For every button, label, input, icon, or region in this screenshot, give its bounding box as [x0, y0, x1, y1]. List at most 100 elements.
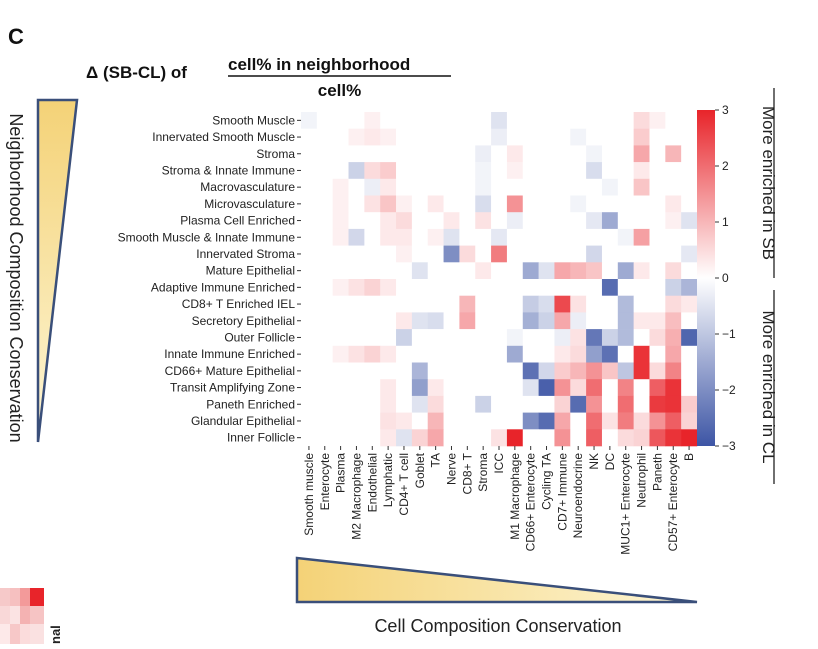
heatmap-cell [601, 245, 619, 263]
heatmap-cell [506, 145, 524, 163]
heatmap-cell [427, 162, 444, 180]
heatmap-cell [332, 345, 349, 363]
heatmap-cell [301, 379, 318, 397]
heatmap-cell [364, 329, 381, 347]
heatmap-cell [380, 128, 397, 146]
heatmap-cell [301, 145, 318, 163]
column-label: Cycling TA [540, 453, 554, 510]
heatmap-cell [380, 228, 397, 246]
heatmap-cell [554, 112, 571, 129]
heatmap-cell [411, 395, 429, 413]
heatmap-cell [364, 162, 381, 180]
heatmap-cell [380, 295, 397, 313]
heatmap-cell [601, 329, 619, 347]
heatmap-cell [617, 145, 634, 163]
heatmap-cell [443, 395, 460, 413]
heatmap-cell [332, 362, 349, 380]
heatmap-cell [506, 212, 524, 230]
heatmap-cell [681, 345, 698, 363]
heatmap-cell [396, 212, 413, 230]
colorbar-label-top: More enriched in SB [759, 106, 778, 260]
heatmap-cell [475, 279, 492, 296]
heatmap-cell [380, 162, 397, 180]
heatmap-cell [301, 212, 318, 230]
heatmap-cell [570, 412, 587, 430]
heatmap-cell [633, 429, 650, 447]
heatmap-cell [506, 329, 524, 347]
corner-cell [10, 606, 20, 624]
heatmap-cell [427, 429, 444, 447]
column-label: Stroma [476, 453, 490, 492]
heatmap-cell [380, 279, 397, 296]
row-label: Stroma [256, 147, 295, 161]
heatmap-cell [601, 262, 619, 280]
heatmap-cell [380, 195, 397, 213]
heatmap-cell [316, 412, 333, 430]
heatmap-cell [411, 195, 429, 213]
heatmap-cell [665, 228, 682, 246]
heatmap-cell [491, 345, 508, 363]
heatmap-cell [617, 195, 634, 213]
heatmap-cell [348, 178, 365, 196]
heatmap-cell [491, 262, 508, 280]
heatmap-cell [301, 262, 318, 280]
heatmap-cell [649, 412, 666, 430]
heatmap-cell [316, 145, 333, 163]
heatmap-cell [586, 395, 603, 413]
column-label: ICC [492, 453, 506, 474]
heatmap-cell [301, 279, 318, 296]
heatmap-cell [332, 195, 349, 213]
corner-cell [10, 588, 20, 606]
heatmap-cell [396, 329, 413, 347]
heatmap-cell [459, 228, 476, 246]
heatmap-cell [633, 362, 650, 380]
heatmap-cell [681, 162, 698, 180]
heatmap-cell [522, 329, 539, 347]
heatmap-cell [301, 245, 318, 263]
heatmap-cell [522, 295, 539, 313]
heatmap-cell [506, 178, 524, 196]
row-label: Smooth Muscle [212, 113, 295, 127]
colorbar-tick-label: 0 [722, 271, 729, 285]
heatmap-cell [554, 312, 571, 330]
heatmap-cell [475, 195, 492, 213]
heatmap-cell [411, 295, 429, 313]
heatmap-cell [586, 145, 603, 163]
heatmap-cell [348, 295, 365, 313]
bottom-conservation-triangle [295, 556, 698, 604]
heatmap-cell [538, 345, 555, 363]
heatmap-cell [459, 379, 476, 397]
heatmap-cell [443, 379, 460, 397]
heatmap-cell [380, 345, 397, 363]
heatmap-cell [491, 329, 508, 347]
panel-letter: C [8, 24, 24, 49]
heatmap-cell [681, 362, 698, 380]
heatmap-cell [554, 295, 571, 313]
heatmap-cell [491, 279, 508, 296]
heatmap-cell [506, 128, 524, 146]
colorbar [697, 110, 715, 446]
heatmap-cell [475, 362, 492, 380]
heatmap-cell [570, 162, 587, 180]
heatmap-cell [301, 312, 318, 330]
heatmap-cell [633, 379, 650, 397]
heatmap-cell [586, 379, 603, 397]
heatmap-cell [617, 245, 634, 263]
heatmap-cell [649, 112, 666, 129]
heatmap-cell [491, 312, 508, 330]
heatmap-cell [491, 395, 508, 413]
heatmap-cell [411, 178, 429, 196]
heatmap-cell [459, 128, 476, 146]
heatmap-cell [348, 362, 365, 380]
corner-cell [20, 624, 30, 644]
column-label: Endothelial [365, 453, 379, 512]
column-label: TA [429, 453, 443, 467]
heatmap-cell [332, 262, 349, 280]
row-label: Smooth Muscle & Innate Immune [118, 230, 296, 244]
heatmap-cell [649, 128, 666, 146]
heatmap-cell [396, 145, 413, 163]
heatmap-cell [665, 379, 682, 397]
heatmap-cell [617, 162, 634, 180]
heatmap-cell [411, 262, 429, 280]
heatmap-cell [411, 112, 429, 129]
